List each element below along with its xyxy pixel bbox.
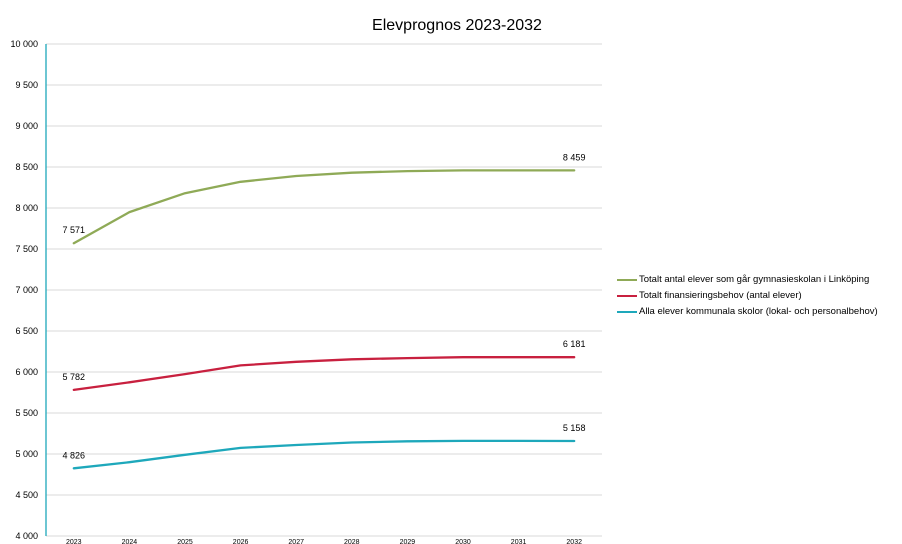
legend: Totalt antal elever som går gymnasieskol…	[617, 272, 878, 320]
y-tick-label: 9 000	[15, 121, 38, 131]
y-tick-label: 9 500	[15, 80, 38, 90]
y-axis: 4 000 4 500 5 000 5 500 6 000 6 500 7 000 7 500…	[10, 39, 47, 541]
x-tick-label: 2024	[122, 539, 138, 544]
series-line	[72, 169, 576, 245]
x-tick-label: 2028	[344, 539, 360, 544]
gridlines	[46, 43, 602, 537]
x-tick-label: 2032	[566, 539, 582, 544]
y-tick-label: 6 000	[15, 367, 38, 377]
legend-swatch-red	[617, 295, 637, 297]
x-tick-label: 2030	[455, 539, 471, 544]
y-tick-label: 4 000	[15, 531, 38, 541]
series-lines	[72, 169, 576, 470]
data-labels: 7 571 8 459 5 782 6 181 4 826 5 158	[63, 152, 586, 460]
series-line	[72, 356, 576, 392]
legend-item: Totalt antal elever som går gymnasieskol…	[617, 272, 878, 288]
data-label: 5 782	[63, 372, 86, 382]
y-tick-label: 7 500	[15, 244, 38, 254]
y-tick-label: 8 500	[15, 162, 38, 172]
x-axis: 2023 2024 2025 2026 2027 2028 2029 2030 2031 2032	[66, 539, 582, 544]
y-tick-label: 5 500	[15, 408, 38, 418]
y-tick-label: 4 500	[15, 490, 38, 500]
legend-label: Totalt finansieringsbehov (antal elever)	[639, 290, 802, 301]
data-label: 5 158	[563, 423, 586, 433]
series-line	[72, 439, 576, 470]
x-tick-label: 2026	[233, 539, 249, 544]
x-tick-label: 2031	[511, 539, 527, 544]
x-tick-label: 2027	[288, 539, 304, 544]
legend-swatch-teal	[617, 311, 637, 313]
legend-swatch-green	[617, 279, 637, 281]
data-label: 7 571	[63, 225, 86, 235]
legend-label: Totalt antal elever som går gymnasieskol…	[639, 274, 870, 285]
chart-title: Elevprognos 2023-2032	[372, 17, 542, 34]
x-tick-label: 2023	[66, 539, 82, 544]
x-tick-label: 2025	[177, 539, 193, 544]
y-tick-label: 7 000	[15, 285, 38, 295]
data-label: 8 459	[563, 152, 586, 162]
legend-item: Alla elever kommunala skolor (lokal- och…	[617, 304, 878, 320]
y-tick-label: 5 000	[15, 449, 38, 459]
y-tick-label: 10 000	[10, 39, 38, 49]
y-tick-label: 8 000	[15, 203, 38, 213]
data-label: 4 826	[63, 450, 86, 460]
legend-label: Alla elever kommunala skolor (lokal- och…	[639, 306, 878, 317]
y-tick-label: 6 500	[15, 326, 38, 336]
legend-item: Totalt finansieringsbehov (antal elever)	[617, 288, 878, 304]
data-label: 6 181	[563, 339, 586, 349]
x-tick-label: 2029	[400, 539, 416, 544]
